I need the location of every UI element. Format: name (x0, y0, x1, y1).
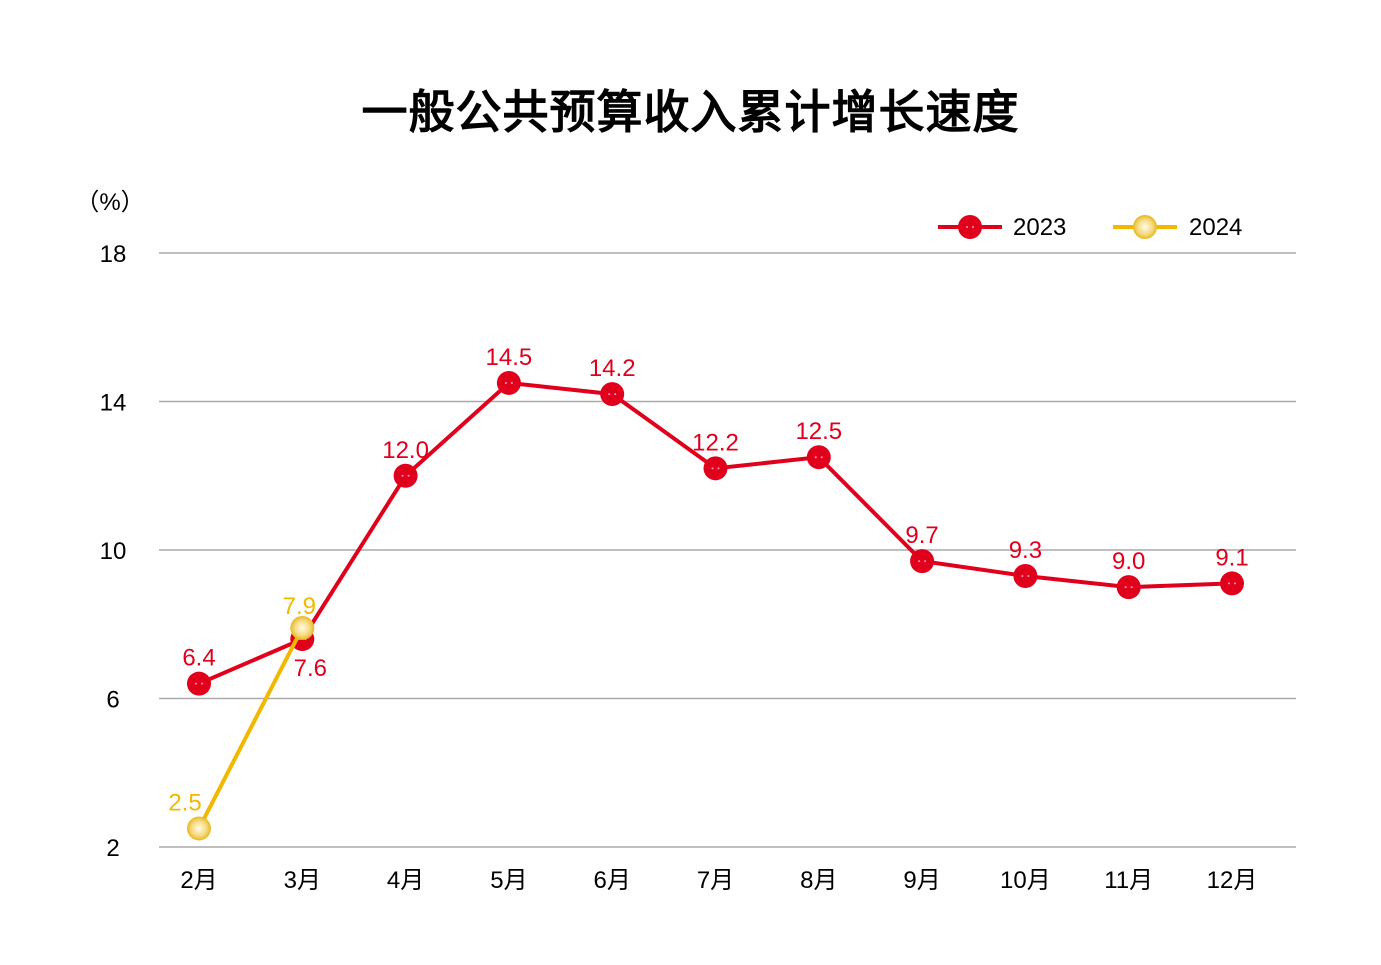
data-point-dot (1027, 574, 1030, 577)
data-point-dot (814, 456, 817, 459)
data-point (187, 671, 211, 696)
x-tick-label: 8月 (800, 867, 837, 894)
y-tick-label: 6 (106, 687, 119, 714)
data-point (187, 816, 211, 841)
data-point-dot (918, 560, 921, 563)
data-point (910, 549, 935, 574)
data-label: 9.7 (905, 522, 938, 549)
data-point (600, 382, 625, 407)
data-label: 2.5 (168, 789, 201, 816)
data-point-dot (1228, 582, 1230, 585)
data-point (290, 615, 315, 640)
x-tick-label: 4月 (387, 867, 424, 894)
x-tick-label: 12月 (1207, 867, 1258, 894)
data-point-dot (717, 467, 720, 470)
x-tick-label: 11月 (1104, 867, 1153, 894)
series-line-2024 (197, 627, 305, 830)
data-label: 6.4 (182, 645, 215, 672)
y-tick-label: 18 (100, 241, 127, 268)
data-point (1013, 563, 1038, 588)
legend-label: 2023 (1013, 214, 1066, 241)
series-2024: 2.5 7.9 (168, 593, 316, 841)
y-tick-label: 2 (106, 835, 119, 862)
x-tick-label: 7月 (697, 867, 734, 894)
series-line-2023 (198, 380, 1233, 686)
data-point-dot (195, 682, 197, 685)
x-tick-label: 6月 (594, 867, 631, 894)
data-point (1220, 571, 1244, 596)
data-point-dot (820, 456, 823, 459)
data-point (393, 463, 418, 488)
data-point-dot (1234, 582, 1236, 585)
data-point-dot (504, 381, 507, 384)
legend-item-2023: 2023 (938, 214, 1066, 241)
legend-label: 2024 (1189, 214, 1242, 241)
data-label: 14.2 (589, 355, 636, 382)
data-point (703, 456, 728, 481)
data-point-dot (924, 560, 927, 563)
data-point (806, 445, 831, 470)
data-point-dot (608, 393, 611, 396)
data-point-dot (510, 381, 513, 384)
x-tick-label: 10月 (1000, 867, 1051, 894)
data-label: 7.6 (294, 655, 327, 682)
y-tick-label: 14 (100, 390, 127, 417)
data-point-dot (201, 682, 203, 685)
data-label: 14.5 (486, 344, 533, 371)
legend-marker-dot (966, 226, 968, 228)
data-point (496, 370, 521, 395)
data-point-dot (1124, 586, 1127, 589)
data-point-dot (407, 474, 410, 477)
chart-title: 一般公共预算收入累计增长速度 (361, 85, 1020, 139)
data-point-dot (1021, 574, 1024, 577)
series-2023: 6.4 7.6 12.0 14.5 14.2 12.2 12.5 9.7 9.3 9.0 9.1 (182, 344, 1249, 696)
data-point-dot (1130, 586, 1133, 589)
x-tick-label: 2月 (180, 867, 217, 894)
data-label: 12.0 (382, 437, 429, 464)
data-label: 12.5 (795, 418, 842, 445)
legend-marker (958, 215, 982, 239)
legend-item-2024: 2024 (1113, 214, 1242, 241)
x-tick-label: 5月 (490, 867, 527, 894)
data-point-dot (614, 393, 617, 396)
y-tick-label: 10 (100, 538, 127, 565)
data-point-dot (711, 467, 714, 470)
legend-marker-dot (972, 226, 974, 228)
y-axis-unit: （%） (75, 189, 144, 216)
data-label: 7.9 (283, 593, 316, 620)
legend-marker (1133, 215, 1157, 239)
data-label: 9.3 (1009, 537, 1042, 564)
data-point (1116, 575, 1141, 600)
data-point-dot (401, 474, 404, 477)
data-label: 9.1 (1215, 544, 1248, 571)
data-label: 9.0 (1112, 548, 1145, 575)
x-tick-label: 9月 (903, 867, 940, 894)
x-tick-label: 3月 (284, 867, 321, 894)
data-label: 12.2 (692, 429, 739, 456)
